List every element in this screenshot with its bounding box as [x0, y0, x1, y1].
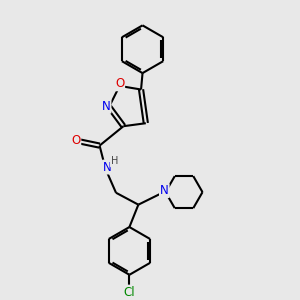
Text: N: N — [102, 100, 110, 113]
Text: Cl: Cl — [124, 286, 135, 298]
Text: N: N — [103, 160, 112, 174]
Text: H: H — [111, 156, 118, 167]
Text: O: O — [115, 77, 124, 90]
Text: N: N — [160, 184, 169, 197]
Text: O: O — [71, 134, 80, 147]
